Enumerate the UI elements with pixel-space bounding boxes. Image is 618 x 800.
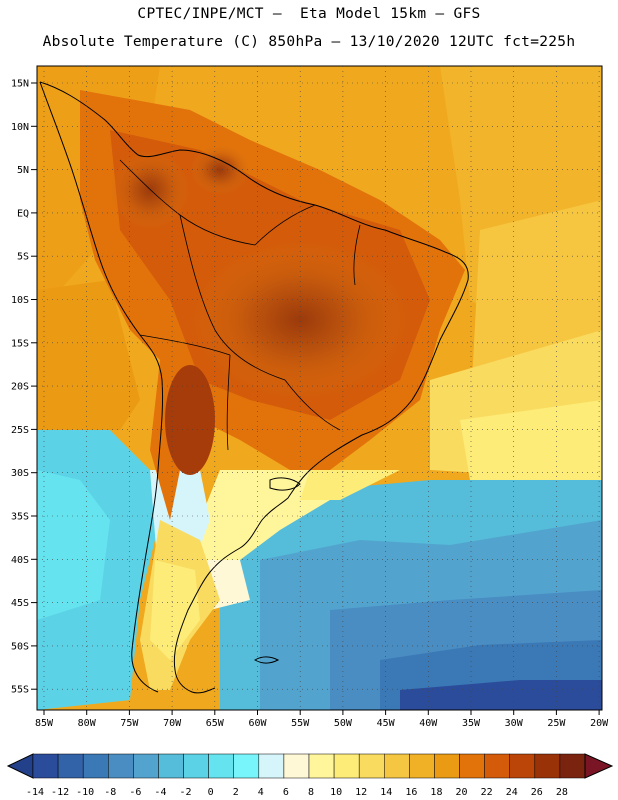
colorbar-tick-label: -10 — [76, 787, 94, 798]
colorbar-tick-label: -14 — [26, 787, 44, 798]
colorbar-tick-label: -2 — [180, 787, 192, 798]
colorbar-low-arrow — [6, 753, 34, 779]
lon-label: 30W — [505, 718, 524, 729]
lat-label: 5S — [17, 252, 29, 263]
colorbar-high-arrow — [584, 753, 614, 779]
lon-label: 40W — [419, 718, 438, 729]
colorbar-swatch — [82, 753, 109, 779]
colorbar-swatch — [384, 753, 410, 779]
lat-label: 55S — [11, 685, 29, 696]
colorbar-swatch — [158, 753, 184, 779]
lat-label: 40S — [11, 555, 29, 566]
colorbar-swatch — [283, 753, 310, 779]
colorbar-tick-label: 10 — [330, 787, 342, 798]
colorbar-tick-label: -4 — [154, 787, 166, 798]
lon-label: 55W — [291, 718, 310, 729]
colorbar-swatch — [358, 753, 385, 779]
lon-label: 20W — [590, 718, 609, 729]
lon-label: 25W — [547, 718, 566, 729]
colorbar-swatch — [133, 753, 159, 779]
lon-label: 75W — [120, 718, 139, 729]
lon-label: 50W — [334, 718, 353, 729]
colorbar-tick-label: 8 — [308, 787, 314, 798]
colorbar-tick-label: -8 — [104, 787, 116, 798]
colorbar-swatch — [32, 753, 59, 779]
colorbar-tick-label: 28 — [556, 787, 568, 798]
colorbar-tick-label: 22 — [481, 787, 493, 798]
colorbar-tick-label: 4 — [258, 787, 264, 798]
colorbar-tick-label: 18 — [430, 787, 442, 798]
colorbar: -14 -12 -10 -8 -6 -4 -2 0 2 4 6 8 10 12 14 16 18 20 22 24 26… — [6, 753, 614, 798]
colorbar-tick-label: 6 — [283, 787, 289, 798]
colorbar-tick-label: 12 — [355, 787, 367, 798]
latitude-labels: 15N 10N 5N EQ 5S 10S 15S 20S 25S 30S 35S 40S 45S 50S 5… — [11, 79, 37, 696]
colorbar-tick-label: 20 — [456, 787, 468, 798]
country-borders — [119, 159, 361, 451]
colorbar-swatch — [484, 753, 510, 779]
coastline — [39, 81, 469, 694]
colorbar-swatch — [108, 753, 134, 779]
colorbar-swatch — [308, 753, 335, 779]
longitude-labels: 85W 80W 75W 70W 65W 60W 55W 50W 45W 40W 35W 30W 25W 2… — [35, 710, 609, 729]
colorbar-tick-label: 0 — [208, 787, 214, 798]
colorbar-swatch — [559, 753, 586, 779]
lat-label: EQ — [17, 208, 29, 219]
lon-label: 45W — [377, 718, 396, 729]
lon-label: 60W — [248, 718, 267, 729]
colorbar-tick-label: 2 — [233, 787, 239, 798]
graticule — [37, 66, 602, 710]
lat-label: 30S — [11, 468, 29, 479]
colorbar-swatch — [509, 753, 536, 779]
colorbar-swatch — [459, 753, 485, 779]
colorbar-tick-label: -6 — [129, 787, 141, 798]
colorbar-swatch — [57, 753, 84, 779]
colorbar-swatch — [434, 753, 460, 779]
lat-label: 10S — [11, 295, 29, 306]
colorbar-swatch — [534, 753, 561, 779]
lon-label: 70W — [163, 718, 182, 729]
colorbar-swatch — [333, 753, 360, 779]
colorbar-tick-label: -12 — [51, 787, 69, 798]
lat-label: 15N — [11, 79, 29, 90]
lat-label: 10N — [11, 122, 29, 133]
colorbar-swatch — [208, 753, 234, 779]
lat-label: 35S — [11, 512, 29, 523]
lon-label: 85W — [35, 718, 54, 729]
lat-label: 45S — [11, 598, 29, 609]
colorbar-swatch — [409, 753, 435, 779]
lat-label: 15S — [11, 338, 29, 349]
colorbar-tick-label: 26 — [531, 787, 543, 798]
map-title-line-2: Absolute Temperature (C) 850hPa – 13/10/… — [42, 34, 576, 50]
lon-label: 65W — [206, 718, 225, 729]
colorbar-swatch — [183, 753, 209, 779]
lat-label: 50S — [11, 641, 29, 652]
lat-label: 25S — [11, 425, 29, 436]
colorbar-tick-label: 24 — [506, 787, 518, 798]
colorbar-tick-label: 16 — [405, 787, 417, 798]
lon-label: 80W — [78, 718, 97, 729]
lat-label: 5N — [17, 165, 29, 176]
map-title-line-1: CPTEC/INPE/MCT – Eta Model 15km – GFS — [137, 6, 481, 22]
colorbar-swatch — [258, 753, 285, 779]
lat-label: 20S — [11, 382, 29, 393]
colorbar-swatch — [233, 753, 260, 779]
temperature-field — [37, 66, 602, 710]
lon-label: 35W — [462, 718, 481, 729]
map-frame — [36, 65, 603, 711]
colorbar-tick-label: 14 — [380, 787, 392, 798]
